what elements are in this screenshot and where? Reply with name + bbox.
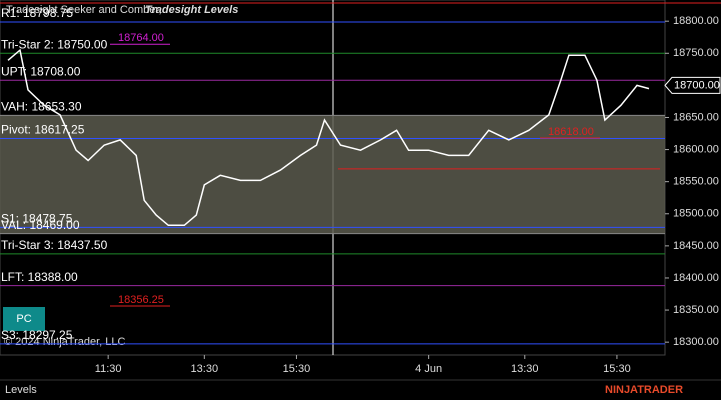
x-tick-label: 4 Jun xyxy=(415,363,442,375)
price-line xyxy=(7,48,650,227)
y-tick-label: 18650.00 xyxy=(673,111,719,123)
y-tick-label: 18750.00 xyxy=(673,47,719,59)
x-tick-label: 15:30 xyxy=(603,363,631,375)
y-tick-label: 18350.00 xyxy=(673,304,719,316)
level-label: Tri-Star 3: 18437.50 xyxy=(1,238,108,252)
copyright: © 2024 NinjaTrader, LLC xyxy=(4,336,125,348)
value-area xyxy=(0,115,665,234)
y-tick-label: 18500.00 xyxy=(673,208,719,220)
mark-label: 18356.25 xyxy=(118,294,164,306)
y-tick-label: 18550.00 xyxy=(673,176,719,188)
indicator-title-2: Tradesight Levels xyxy=(145,4,238,16)
level-label: R1: 18798.75 xyxy=(1,6,73,20)
y-tick-label: 18800.00 xyxy=(673,15,719,27)
mark-label: 18618.00 xyxy=(548,126,594,138)
x-tick-label: 15:30 xyxy=(283,363,311,375)
level-label: S3: 18297.25 xyxy=(1,328,73,342)
y-tick-label: 18300.00 xyxy=(673,336,719,348)
x-tick-label: 13:30 xyxy=(511,363,539,375)
x-tick-label: 13:30 xyxy=(191,363,219,375)
level-label: VAL: 18469.00 xyxy=(1,218,80,232)
level-label: VAH: 18653.30 xyxy=(1,100,82,114)
indicator-title: Tradesight Seeker and Comber, xyxy=(6,4,162,16)
y-tick-label: 18450.00 xyxy=(673,240,719,252)
y-tick-label: 18400.00 xyxy=(673,272,719,284)
pc-button-label[interactable]: PC xyxy=(16,313,31,325)
level-label: UPT: 18708.00 xyxy=(1,64,81,78)
y-tick-label: 18600.00 xyxy=(673,143,719,155)
logo: NINJATRADER xyxy=(605,384,683,396)
last-price-box xyxy=(664,76,721,94)
mark-label: 18764.00 xyxy=(118,32,164,44)
level-label: LFT: 18388.00 xyxy=(1,270,78,284)
level-label: S1: 18478.75 xyxy=(1,212,73,226)
x-tick-label: 11:30 xyxy=(95,363,122,375)
tab-label[interactable]: Levels xyxy=(5,384,37,396)
last-price-label: 18700.00 xyxy=(674,79,720,91)
level-label: Tri-Star 2: 18750.00 xyxy=(1,37,108,51)
pc-button[interactable] xyxy=(3,307,45,331)
level-label: Pivot: 18617.25 xyxy=(1,123,85,137)
